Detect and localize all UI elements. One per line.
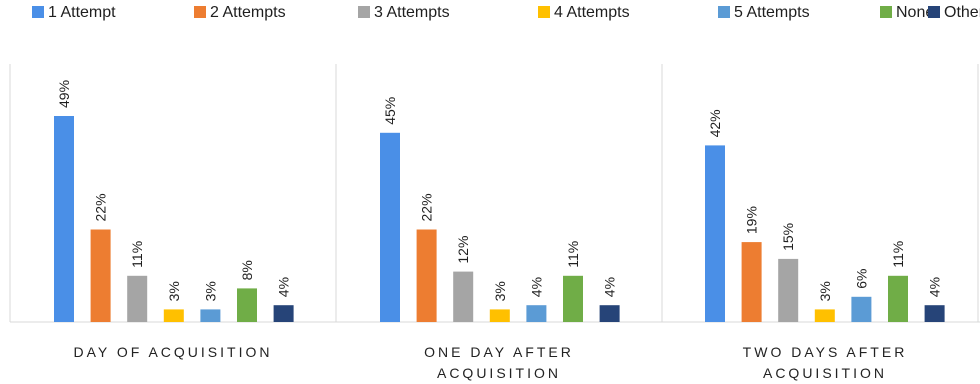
bar-5-attempts-cat0	[200, 309, 221, 322]
bar-5-attempts-cat2	[851, 296, 872, 322]
bar-1-attempt-cat0	[54, 116, 74, 322]
legend-swatch-1-attempt	[32, 6, 44, 18]
bar-other-cat0	[273, 305, 294, 322]
data-label-none-cat0: 8%	[239, 260, 255, 280]
legend-swatch-5-attempts	[718, 6, 730, 18]
bar-other-cat1	[599, 305, 620, 322]
legend-swatch-4-attempts	[538, 6, 550, 18]
data-label-4-attempts-cat1: 3%	[492, 281, 508, 301]
bar-1-attempt-cat1	[380, 132, 400, 322]
data-label-3-attempts-cat0: 11%	[129, 241, 145, 268]
bar-3-attempts-cat1	[453, 271, 474, 322]
data-label-2-attempts-cat2: 19%	[744, 206, 760, 234]
data-label-5-attempts-cat1: 4%	[528, 277, 544, 297]
bar-4-attempts-cat0	[163, 309, 184, 322]
bar-2-attempts-cat0	[90, 229, 111, 322]
data-label-none-cat1: 11%	[565, 241, 581, 268]
legend: 1 Attempt 2 Attempts 3 Attempts 4 Attempts 5…	[32, 4, 980, 21]
data-label-5-attempts-cat0: 3%	[202, 281, 218, 301]
legend-label-1-attempt: 1 Attempt	[48, 4, 116, 21]
data-label-other-cat0: 4%	[276, 277, 292, 297]
data-label-other-cat1: 4%	[602, 277, 618, 297]
data-label-2-attempts-cat0: 22%	[93, 193, 109, 221]
bar-1-attempt-cat2	[705, 145, 725, 322]
bars	[54, 116, 945, 322]
legend-label-5-attempts: 5 Attempts	[734, 4, 810, 21]
data-label-2-attempts-cat1: 22%	[419, 193, 435, 221]
bar-3-attempts-cat2	[778, 258, 799, 322]
data-label-3-attempts-cat2: 15%	[780, 223, 796, 251]
bar-none-cat0	[237, 288, 257, 322]
legend-swatch-other	[928, 6, 940, 18]
bar-none-cat1	[563, 275, 583, 322]
data-label-1-attempt-cat0: 49%	[56, 80, 72, 108]
legend-swatch-none	[880, 6, 892, 18]
category-label-0-line0: DAY OF ACQUISITION	[74, 344, 273, 360]
legend-label-2-attempts: 2 Attempts	[210, 4, 286, 21]
category-label-2-line1: ACQUISITION	[763, 365, 887, 381]
bar-4-attempts-cat1	[489, 309, 510, 322]
bar-4-attempts-cat2	[814, 309, 835, 322]
legend-label-none: None	[896, 4, 934, 21]
legend-swatch-3-attempts	[358, 6, 370, 18]
legend-swatch-2-attempts	[194, 6, 206, 18]
category-label-1-line0: ONE DAY AFTER	[424, 344, 574, 360]
bar-2-attempts-cat2	[741, 242, 762, 322]
bar-3-attempts-cat0	[127, 275, 148, 322]
data-label-3-attempts-cat1: 12%	[455, 236, 471, 264]
bar-other-cat2	[924, 305, 945, 322]
data-label-4-attempts-cat2: 3%	[817, 281, 833, 301]
category-label-2-line0: TWO DAYS AFTER	[743, 344, 908, 360]
bar-none-cat2	[888, 275, 908, 322]
data-label-none-cat2: 11%	[890, 241, 906, 268]
data-label-5-attempts-cat2: 6%	[853, 269, 869, 289]
data-label-4-attempts-cat0: 3%	[166, 281, 182, 301]
data-label-other-cat2: 4%	[927, 277, 943, 297]
legend-label-3-attempts: 3 Attempts	[374, 4, 450, 21]
legend-label-4-attempts: 4 Attempts	[554, 4, 630, 21]
data-labels: 49% 22% 11% 3% 3% 8% 4% 45% 22% 12% 3% 4% 11% 4% 42% 19…	[56, 80, 943, 301]
category-labels: DAY OF ACQUISITION ONE DAY AFTER ACQUISITI…	[74, 344, 908, 381]
bar-5-attempts-cat1	[526, 305, 547, 322]
category-label-1-line1: ACQUISITION	[437, 365, 561, 381]
legend-label-other: Other	[944, 4, 980, 21]
data-label-1-attempt-cat2: 42%	[707, 109, 723, 137]
bar-2-attempts-cat1	[416, 229, 437, 322]
data-label-1-attempt-cat1: 45%	[382, 97, 398, 125]
